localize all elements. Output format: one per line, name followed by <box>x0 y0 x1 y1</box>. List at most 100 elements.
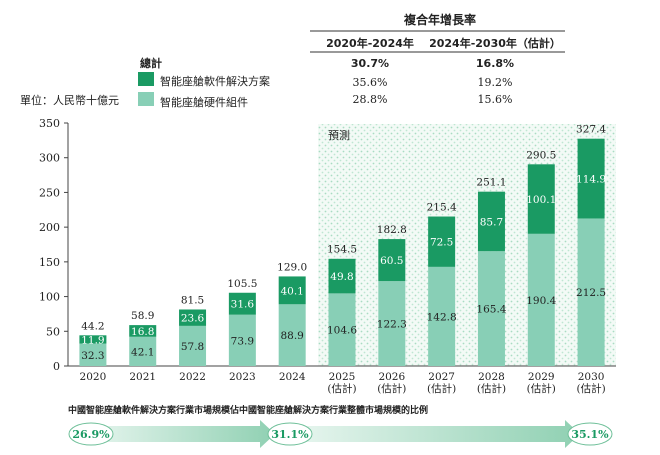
legend-hardware: 智能座艙硬件組件 <box>160 95 248 109</box>
cagr-header-1: 2024年-2030年（估計） <box>429 36 561 50</box>
label-total: 215.4 <box>427 201 457 213</box>
label-software: 100.1 <box>526 194 556 206</box>
bar-software <box>477 191 505 252</box>
label-total: 44.2 <box>81 320 104 332</box>
bar-hardware <box>577 218 605 366</box>
cagr-software-0: 35.6% <box>353 76 388 89</box>
label-software: 85.7 <box>480 216 503 228</box>
share-value-2: 35.1% <box>571 428 609 441</box>
bar-hardware <box>129 336 157 366</box>
bar-hardware <box>527 233 555 366</box>
label-total: 129.0 <box>277 261 307 273</box>
bar-software <box>527 164 555 234</box>
label-total: 154.5 <box>327 244 357 256</box>
share-bubble-2 <box>567 422 613 446</box>
legend-total: 總計 <box>140 56 162 70</box>
share-arrow-1 <box>90 420 275 448</box>
x-tick-label: 2021 <box>129 371 156 383</box>
cagr-header-0: 2020年-2024年 <box>326 36 414 50</box>
label-software: 11.9 <box>81 334 104 346</box>
y-tick-label: 300 <box>39 152 60 165</box>
label-hardware: 42.1 <box>131 346 154 358</box>
bar-hardware <box>328 293 356 366</box>
label-total: 105.5 <box>227 278 257 290</box>
label-total: 58.9 <box>131 310 154 322</box>
label-software: 49.8 <box>330 271 353 283</box>
label-hardware: 190.4 <box>526 295 556 307</box>
x-tick-label: (估計) <box>427 382 456 395</box>
x-tick-label: (估計) <box>576 382 605 395</box>
label-total: 81.5 <box>181 294 204 306</box>
bar-hardware <box>278 304 306 366</box>
x-tick-label: 2029 <box>528 371 555 383</box>
x-tick-label: 2027 <box>428 371 455 383</box>
bar-hardware <box>179 325 207 366</box>
label-total: 290.5 <box>526 149 556 161</box>
bar-software <box>228 292 256 315</box>
share-bubble-0 <box>68 422 114 446</box>
x-tick-label: (估計) <box>377 382 406 395</box>
y-tick-label: 150 <box>39 256 60 269</box>
forecast-label: 預測 <box>328 128 350 142</box>
y-tick-label: 200 <box>39 221 60 234</box>
label-total: 251.1 <box>476 177 506 189</box>
x-tick-label: 2030 <box>578 371 605 383</box>
label-software: 72.5 <box>430 237 453 249</box>
label-software: 23.6 <box>181 313 205 325</box>
y-tick-label: 350 <box>39 117 60 130</box>
y-tick-label: 50 <box>46 325 60 338</box>
x-tick-label: 2020 <box>80 371 107 383</box>
label-hardware: 122.3 <box>377 319 407 331</box>
bar-software <box>79 335 107 344</box>
bar-hardware <box>79 343 107 366</box>
bar-software <box>428 216 456 267</box>
cagr-software-1: 19.2% <box>478 76 513 89</box>
x-tick-label: (估計) <box>527 382 556 395</box>
label-hardware: 212.5 <box>576 287 606 299</box>
label-hardware: 104.6 <box>327 325 357 337</box>
bar-software <box>328 258 356 294</box>
cagr-hardware-0: 28.8% <box>353 93 388 106</box>
x-tick-label: 2022 <box>179 371 206 383</box>
y-tick-label: 100 <box>39 291 60 304</box>
share-title: 中國智能座艙軟件解決方案行業市場規模佔中國智能座艙解決方案行業整體市場規模的比例 <box>68 404 428 416</box>
label-hardware: 57.8 <box>181 341 204 353</box>
forecast-region <box>318 124 616 366</box>
x-tick-label: 2025 <box>329 371 356 383</box>
label-software: 114.9 <box>576 174 606 186</box>
x-tick-label: (估計) <box>327 382 356 395</box>
share-value-0: 26.9% <box>72 428 110 441</box>
label-hardware: 73.9 <box>231 335 254 347</box>
share-value-1: 31.1% <box>271 428 309 441</box>
bar-software <box>378 239 406 282</box>
legend-software: 智能座艙軟件解決方案 <box>160 74 270 88</box>
label-software: 16.8 <box>131 326 154 338</box>
label-hardware: 142.8 <box>427 311 457 323</box>
x-tick-label: 2028 <box>478 371 505 383</box>
cagr-total-1: 16.8% <box>476 57 514 70</box>
bar-hardware <box>477 251 505 366</box>
x-tick-label: 2026 <box>378 371 405 383</box>
share-arrow-2 <box>300 420 580 448</box>
label-software: 60.5 <box>380 255 403 267</box>
unit-label: 單位：人民幣十億元 <box>20 93 119 107</box>
legend-swatch-software <box>138 72 154 86</box>
cagr-title: 複合年增長率 <box>403 12 476 27</box>
x-tick-label: (估計) <box>477 382 506 395</box>
label-total: 327.4 <box>576 124 606 136</box>
label-hardware: 32.3 <box>81 350 104 362</box>
bar-hardware <box>378 281 406 366</box>
label-software: 31.6 <box>231 299 255 311</box>
label-software: 40.1 <box>280 285 303 297</box>
legend-swatch-hardware <box>138 92 154 106</box>
bar-hardware <box>428 266 456 366</box>
bar-software <box>278 276 306 305</box>
bar-software <box>129 325 157 337</box>
bar-hardware <box>228 314 256 366</box>
label-hardware: 88.9 <box>280 330 303 342</box>
y-tick-label: 250 <box>39 186 60 199</box>
label-total: 182.8 <box>377 224 407 236</box>
share-bubble-1 <box>267 422 313 446</box>
